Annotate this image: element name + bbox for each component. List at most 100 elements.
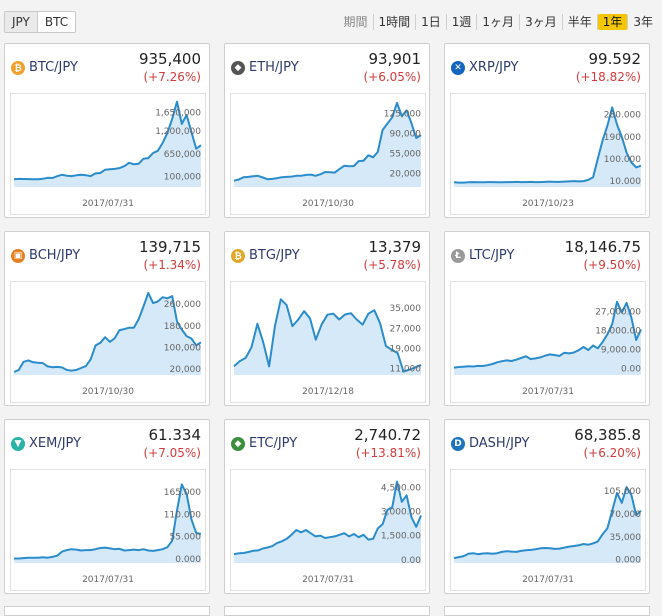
- period-1m-button[interactable]: 1ヶ月: [477, 14, 521, 30]
- y-tick-label: 35,000: [390, 304, 422, 314]
- chart-svg: 35,000 27,000 19,000 11,000 2017/12/18: [233, 298, 422, 397]
- ripple-icon: ✕: [451, 61, 465, 75]
- price-chart[interactable]: 105,000 70,000 35,000 0.000 2017/07/31: [450, 469, 646, 591]
- x-date-label: 2017/10/30: [302, 199, 354, 209]
- y-tick-label: 650,000: [164, 150, 201, 160]
- price-line: [453, 486, 642, 560]
- price-chart[interactable]: 280.000 190.000 100.000 10.000 2017/10/23: [450, 93, 646, 215]
- currency-jpy-button[interactable]: JPY: [5, 12, 38, 32]
- y-tick-label: 190.000: [604, 133, 641, 143]
- price-value: 99.592: [588, 50, 642, 68]
- change-percent: (+7.05%): [143, 446, 201, 460]
- price-chart[interactable]: 4,500.00 3,000.00 1,500.00 0.00 2017/07/31: [230, 469, 426, 591]
- price-value: 2,740.72: [354, 426, 421, 444]
- pair-label: XRP/JPY: [469, 60, 519, 75]
- y-tick-label: 260,000: [164, 300, 201, 310]
- y-tick-label: 100.000: [604, 155, 641, 165]
- coin-card-eth[interactable]: ◆ ETH/JPY 93,901 (+6.05%) 125,000 90,000 55,00…: [224, 43, 430, 218]
- x-date-label: 2017/07/31: [302, 575, 354, 585]
- partial-card: [4, 606, 210, 616]
- y-tick-label: 35,000: [610, 533, 642, 543]
- partial-card: [444, 606, 650, 616]
- price-area: [14, 292, 201, 375]
- price-chart[interactable]: 125,000 90,000 55,000 20,000 2017/10/30: [230, 93, 426, 215]
- period-1d-button[interactable]: 1日: [416, 14, 447, 30]
- change-percent: (+6.20%): [583, 446, 641, 460]
- price-chart[interactable]: 260,000 180,000 100,000 20,000 2017/10/30: [10, 281, 206, 403]
- change-percent: (+1.34%): [143, 258, 201, 272]
- period-6m-button[interactable]: 半年: [563, 14, 598, 30]
- y-tick-label: 19,000: [390, 345, 422, 355]
- x-date-label: 2017/12/18: [302, 387, 354, 397]
- pair-label: LTC/JPY: [469, 248, 515, 263]
- coin-card-xrp[interactable]: ✕ XRP/JPY 99.592 (+18.82%) 280.000 190.000 100…: [444, 43, 650, 218]
- price-line: [14, 483, 202, 560]
- coin-card-btg[interactable]: ₿ BTG/JPY 13,379 (+5.78%) 35,000 27,000 19,000…: [224, 231, 430, 406]
- y-tick-label: 70,000: [610, 510, 642, 520]
- price-chart[interactable]: 1,650,000 1,200,000 650,000 100,000 2017/07/…: [10, 93, 206, 215]
- coin-card-dash[interactable]: D DASH/JPY 68,385.8 (+6.20%) 105,000 70,000 35…: [444, 419, 650, 594]
- change-percent: (+6.05%): [363, 70, 421, 84]
- price-chart[interactable]: 35,000 27,000 19,000 11,000 2017/12/18: [230, 281, 426, 403]
- y-tick-label: 1,650,000: [155, 108, 201, 118]
- price-chart[interactable]: 165.000 110.000 55.000 0.000 2017/07/31: [10, 469, 206, 591]
- period-1h-button[interactable]: 1時間: [374, 14, 417, 30]
- price-chart[interactable]: 27,000.00 18,000.00 9,000.00 0.00 2017/07/31: [450, 281, 646, 403]
- y-tick-label: 100,000: [164, 343, 201, 353]
- price-line: [233, 480, 422, 556]
- price-area: [234, 299, 421, 375]
- price-line: [453, 300, 642, 369]
- price-value: 68,385.8: [574, 426, 641, 444]
- y-tick-label: 105,000: [604, 487, 641, 497]
- x-date-label: 2017/07/31: [522, 387, 574, 397]
- partial-card: [224, 606, 430, 616]
- y-tick-label: 4,500.00: [381, 483, 421, 493]
- y-tick-label: 27,000.00: [595, 307, 641, 317]
- change-percent: (+13.81%): [355, 446, 421, 460]
- price-area: [454, 107, 641, 187]
- price-value: 61.334: [148, 426, 202, 444]
- x-date-label: 2017/07/31: [82, 199, 134, 209]
- coin-card-bch[interactable]: ▣ BCH/JPY 139,715 (+1.34%) 260,000 180,000 100…: [4, 231, 210, 406]
- y-tick-label: 110.000: [164, 510, 201, 520]
- price-area: [14, 484, 201, 563]
- y-tick-label: 11,000: [390, 365, 422, 375]
- price-value: 13,379: [368, 238, 422, 256]
- price-line: [453, 106, 642, 184]
- dash-icon: D: [451, 437, 465, 451]
- coin-card-xem[interactable]: ▼ XEM/JPY 61.334 (+7.05%) 165.000 110.000 55.0…: [4, 419, 210, 594]
- x-date-label: 2017/10/30: [82, 387, 134, 397]
- y-tick-label: 20,000: [170, 365, 202, 375]
- y-tick-label: 165.000: [164, 488, 201, 498]
- period-3m-button[interactable]: 3ヶ月: [520, 14, 563, 30]
- period-label: 期間: [338, 14, 374, 30]
- chart-svg: 105,000 70,000 35,000 0.000 2017/07/31: [453, 486, 642, 585]
- pair-label: DASH/JPY: [469, 436, 530, 451]
- coin-card-btc[interactable]: ₿ BTC/JPY 935,400 (+7.26%) 1,650,000 1,200,00…: [4, 43, 210, 218]
- y-tick-label: 18,000.00: [595, 326, 641, 336]
- coin-card-ltc[interactable]: Ł LTC/JPY 18,146.75 (+9.50%) 27,000.00 18,000…: [444, 231, 650, 406]
- period-selector: 期間 1時間 1日 1週 1ヶ月 3ヶ月 半年 1年 3年: [338, 14, 658, 30]
- ethereum-icon: ◆: [231, 61, 245, 75]
- price-area: [454, 301, 641, 375]
- price-area: [454, 487, 641, 563]
- change-percent: (+5.78%): [363, 258, 421, 272]
- coin-card-etc[interactable]: ◆ ETC/JPY 2,740.72 (+13.81%) 4,500.00 3,000.0…: [224, 419, 430, 594]
- pair-label: ETH/JPY: [249, 60, 299, 75]
- y-tick-label: 1,500.00: [381, 532, 421, 542]
- price-line: [13, 291, 202, 373]
- y-tick-label: 55,000: [390, 150, 422, 160]
- y-tick-label: 0.000: [615, 556, 641, 566]
- chart-svg: 1,650,000 1,200,000 650,000 100,000 2017/07/…: [13, 100, 202, 209]
- chart-svg: 125,000 90,000 55,000 20,000 2017/10/30: [233, 101, 422, 209]
- currency-btc-button[interactable]: BTC: [44, 15, 69, 29]
- pair-label: XEM/JPY: [29, 436, 82, 451]
- y-tick-label: 1,200,000: [155, 127, 201, 137]
- period-1w-button[interactable]: 1週: [447, 14, 478, 30]
- y-tick-label: 0.000: [175, 555, 201, 565]
- period-3y-button[interactable]: 3年: [633, 15, 653, 29]
- pair-label: BTC/JPY: [29, 60, 78, 75]
- y-tick-label: 27,000: [390, 324, 422, 334]
- bitcoin-cash-icon: ▣: [11, 249, 25, 263]
- period-1y-button[interactable]: 1年: [597, 14, 629, 30]
